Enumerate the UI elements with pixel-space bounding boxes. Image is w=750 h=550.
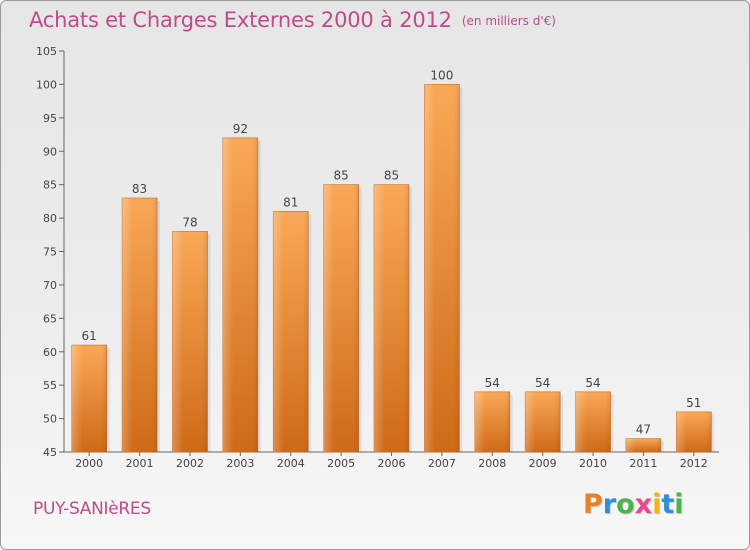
bar-value-label: 78 bbox=[182, 215, 197, 229]
y-tick-label: 55 bbox=[43, 379, 57, 392]
bar-highlight bbox=[222, 137, 258, 452]
bar-highlight bbox=[122, 198, 158, 452]
bar-highlight bbox=[71, 345, 107, 452]
x-tick-label: 2001 bbox=[126, 457, 154, 470]
x-tick-label: 2012 bbox=[680, 457, 708, 470]
bar-value-label: 83 bbox=[132, 182, 147, 196]
bar-value-label: 100 bbox=[430, 68, 453, 82]
x-tick-label: 2008 bbox=[478, 457, 506, 470]
y-tick-label: 85 bbox=[43, 179, 57, 192]
chart-labels: 61 2000 83 2001 78 2002 92 2003 81 2004 85 2005 85 20… bbox=[75, 68, 708, 470]
y-tick-label: 45 bbox=[43, 446, 57, 459]
bar-value-label: 85 bbox=[333, 169, 348, 183]
y-tick-label: 80 bbox=[43, 212, 57, 225]
bar-value-label: 92 bbox=[233, 122, 248, 136]
bar-highlight bbox=[323, 184, 359, 452]
x-tick-label: 2005 bbox=[327, 457, 355, 470]
bar-value-label: 54 bbox=[535, 376, 550, 390]
chart-bars bbox=[71, 84, 715, 453]
place-name: PUY-SANIèRES bbox=[33, 499, 151, 519]
proxiti-logo: Proxiti bbox=[583, 489, 684, 520]
bar-value-label: 54 bbox=[585, 376, 600, 390]
x-tick-label: 2006 bbox=[378, 457, 406, 470]
x-tick-label: 2000 bbox=[75, 457, 103, 470]
bar-highlight bbox=[575, 391, 611, 452]
y-tick-label: 105 bbox=[36, 45, 57, 58]
y-tick-label: 90 bbox=[43, 145, 57, 158]
bar-highlight bbox=[374, 184, 409, 452]
y-tick-label: 100 bbox=[36, 78, 57, 91]
chart-unit-text: (en milliers d'€) bbox=[461, 14, 556, 28]
bar-value-label: 51 bbox=[686, 396, 701, 410]
y-tick-label: 65 bbox=[43, 312, 57, 325]
y-tick-label: 95 bbox=[43, 112, 57, 125]
chart-axes: 45 50 55 60 65 70 75 80 85 90 95 100 105 bbox=[36, 45, 719, 459]
bar-highlight bbox=[424, 84, 460, 453]
chart-title: Achats et Charges Externes 2000 à 2012 (e… bbox=[29, 8, 556, 32]
bar-highlight bbox=[474, 391, 510, 452]
y-tick-label: 70 bbox=[43, 279, 57, 292]
y-tick-label: 50 bbox=[43, 413, 57, 426]
bar-value-label: 81 bbox=[283, 195, 298, 209]
x-tick-label: 2010 bbox=[579, 457, 607, 470]
bar-value-label: 54 bbox=[485, 376, 500, 390]
y-tick-label: 75 bbox=[43, 246, 57, 259]
x-tick-label: 2003 bbox=[226, 457, 254, 470]
y-tick-label: 60 bbox=[43, 346, 57, 359]
bar-value-label: 47 bbox=[636, 423, 651, 437]
chart-title-text: Achats et Charges Externes 2000 à 2012 bbox=[29, 8, 452, 32]
x-tick-label: 2007 bbox=[428, 457, 456, 470]
x-tick-label: 2011 bbox=[629, 457, 657, 470]
bar-highlight bbox=[525, 391, 561, 452]
bar-highlight bbox=[625, 438, 661, 452]
bar-value-label: 61 bbox=[82, 329, 97, 343]
bar-highlight bbox=[273, 211, 309, 452]
x-tick-label: 2009 bbox=[529, 457, 557, 470]
x-tick-label: 2002 bbox=[176, 457, 204, 470]
bar-value-label: 85 bbox=[384, 169, 399, 183]
bar-highlight bbox=[172, 231, 208, 452]
bar-highlight bbox=[676, 411, 712, 452]
x-tick-label: 2004 bbox=[277, 457, 305, 470]
